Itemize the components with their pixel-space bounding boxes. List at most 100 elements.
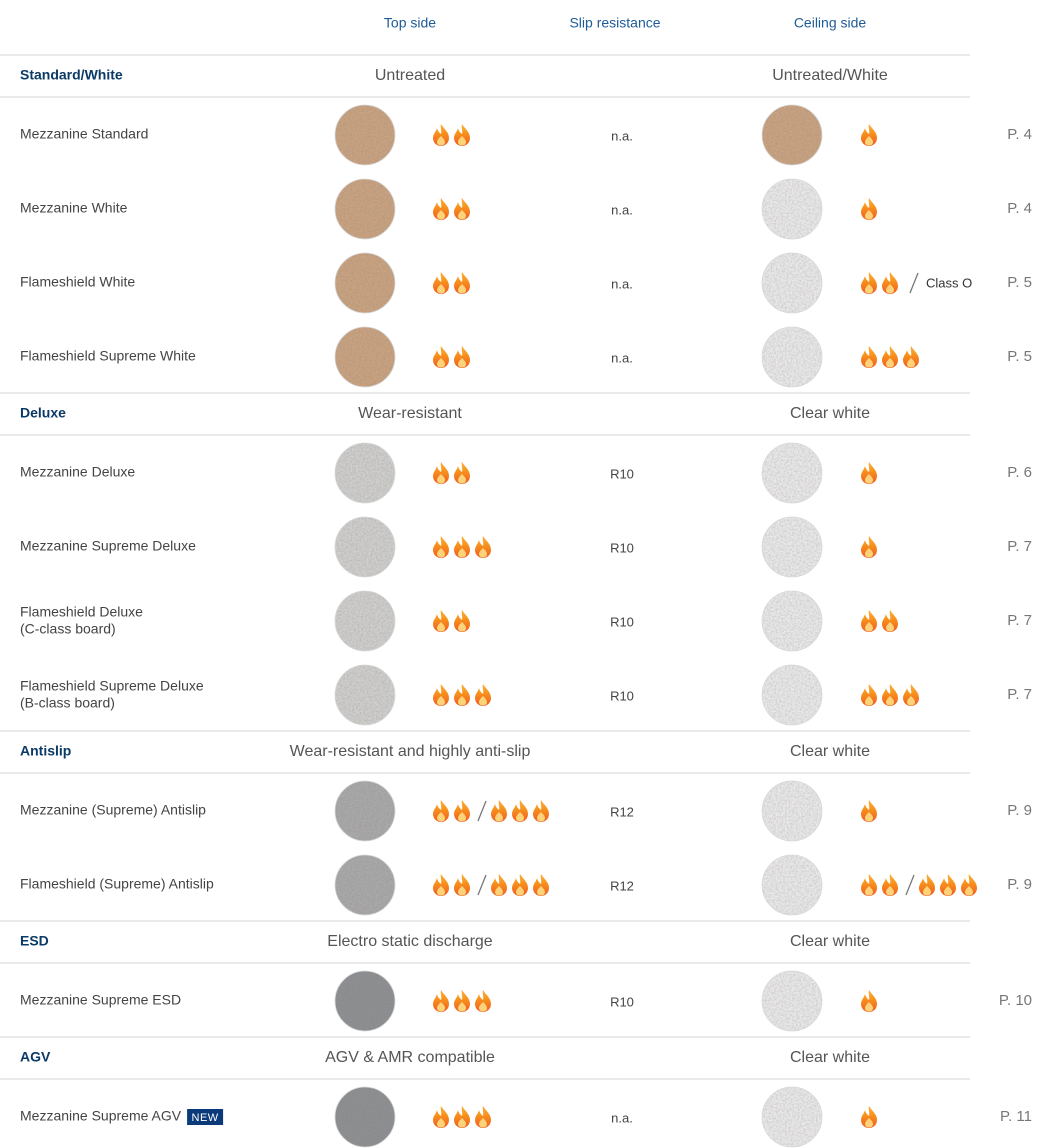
slip-value: n.a. — [611, 350, 633, 365]
body: {"header": {"columns": ["Top side", "Sli… — [0, 0, 1040, 1148]
group-top: Electro static discharge — [327, 933, 493, 950]
swatch — [335, 443, 395, 503]
group-name: ESD — [20, 933, 49, 949]
swatch — [762, 665, 822, 725]
flame-icon — [454, 462, 470, 484]
flame-rating — [861, 272, 898, 294]
flame-rating — [433, 346, 470, 368]
swatch — [335, 1087, 395, 1147]
swatch — [762, 971, 822, 1031]
flame-rating — [433, 990, 491, 1012]
flame-icon — [433, 124, 449, 146]
separator — [906, 875, 914, 895]
flame-icon — [433, 800, 449, 822]
flame-rating — [491, 874, 549, 896]
page-ref: P. 9 — [1007, 802, 1032, 819]
swatch — [762, 179, 822, 239]
flame-icon — [861, 124, 877, 146]
flame-icon — [433, 990, 449, 1012]
row-note: (C-class board) — [20, 621, 116, 637]
column-header: Slip resistance — [569, 15, 660, 31]
flame-icon — [491, 800, 507, 822]
group-name: Standard/White — [20, 67, 123, 83]
flame-icon — [454, 272, 470, 294]
flame-rating — [433, 684, 491, 706]
flame-rating — [433, 124, 470, 146]
page-ref: P. 7 — [1007, 538, 1032, 555]
row-name: Mezzanine Standard — [20, 126, 148, 142]
flame-icon — [861, 1106, 877, 1128]
swatch — [762, 781, 822, 841]
row-name: Mezzanine White — [20, 200, 128, 216]
page-ref: P. 6 — [1007, 464, 1032, 481]
page-ref: P. 11 — [1000, 1108, 1032, 1125]
page-ref: P. 7 — [1007, 612, 1032, 629]
row-name: Flameshield Deluxe — [20, 604, 143, 620]
slip-value: n.a. — [611, 202, 633, 217]
row-name: Mezzanine (Supreme) Antislip — [20, 802, 206, 818]
slip-value: n.a. — [611, 1110, 633, 1125]
row-name: Flameshield Supreme White — [20, 348, 196, 364]
group-top: AGV & AMR compatible — [325, 1049, 495, 1066]
flame-icon — [454, 346, 470, 368]
swatch — [335, 105, 395, 165]
swatch — [335, 591, 395, 651]
flame-icon — [861, 462, 877, 484]
flame-icon — [475, 536, 491, 558]
flame-icon — [433, 536, 449, 558]
flame-icon — [491, 874, 507, 896]
flame-rating — [433, 874, 470, 896]
row-name: Flameshield White — [20, 274, 135, 290]
flame-icon — [861, 610, 877, 632]
group-name: Deluxe — [20, 405, 66, 421]
flame-icon — [882, 874, 898, 896]
flame-icon — [475, 1106, 491, 1128]
flame-icon — [512, 800, 528, 822]
page-ref: P. 5 — [1007, 348, 1032, 365]
flame-icon — [475, 990, 491, 1012]
ceiling-class: Class O — [926, 275, 972, 290]
group-ceiling: Clear white — [790, 1049, 870, 1066]
swatch — [335, 327, 395, 387]
flame-icon — [533, 800, 549, 822]
separator — [478, 875, 486, 895]
flame-icon — [433, 346, 449, 368]
flame-icon — [919, 874, 935, 896]
group-ceiling: Clear white — [790, 405, 870, 422]
flame-icon — [882, 610, 898, 632]
row-name: Mezzanine Supreme Deluxe — [20, 538, 196, 554]
flame-icon — [861, 874, 877, 896]
flame-icon — [475, 684, 491, 706]
flame-rating — [433, 800, 470, 822]
page-ref: P. 7 — [1007, 686, 1032, 703]
flame-icon — [512, 874, 528, 896]
flame-icon — [433, 462, 449, 484]
flame-icon — [861, 800, 877, 822]
page-ref: P. 9 — [1007, 876, 1032, 893]
row-note: (B-class board) — [20, 695, 115, 711]
separator — [478, 801, 486, 821]
flame-icon — [433, 684, 449, 706]
swatch — [335, 179, 395, 239]
group-ceiling: Untreated/White — [772, 67, 888, 84]
slip-value: R10 — [610, 688, 634, 703]
flame-rating — [861, 684, 919, 706]
slip-value: R12 — [610, 804, 634, 819]
flame-icon — [861, 990, 877, 1012]
separator — [910, 273, 918, 293]
flame-icon — [454, 198, 470, 220]
flame-rating — [861, 800, 877, 822]
flame-rating — [433, 462, 470, 484]
flame-icon — [433, 198, 449, 220]
flame-rating — [433, 272, 470, 294]
flame-icon — [903, 684, 919, 706]
flame-icon — [882, 346, 898, 368]
slip-value: R10 — [610, 614, 634, 629]
flame-icon — [882, 272, 898, 294]
swatch — [335, 665, 395, 725]
swatch — [335, 781, 395, 841]
flame-rating — [433, 536, 491, 558]
swatch — [762, 327, 822, 387]
flame-icon — [454, 990, 470, 1012]
column-header: Top side — [384, 15, 436, 31]
